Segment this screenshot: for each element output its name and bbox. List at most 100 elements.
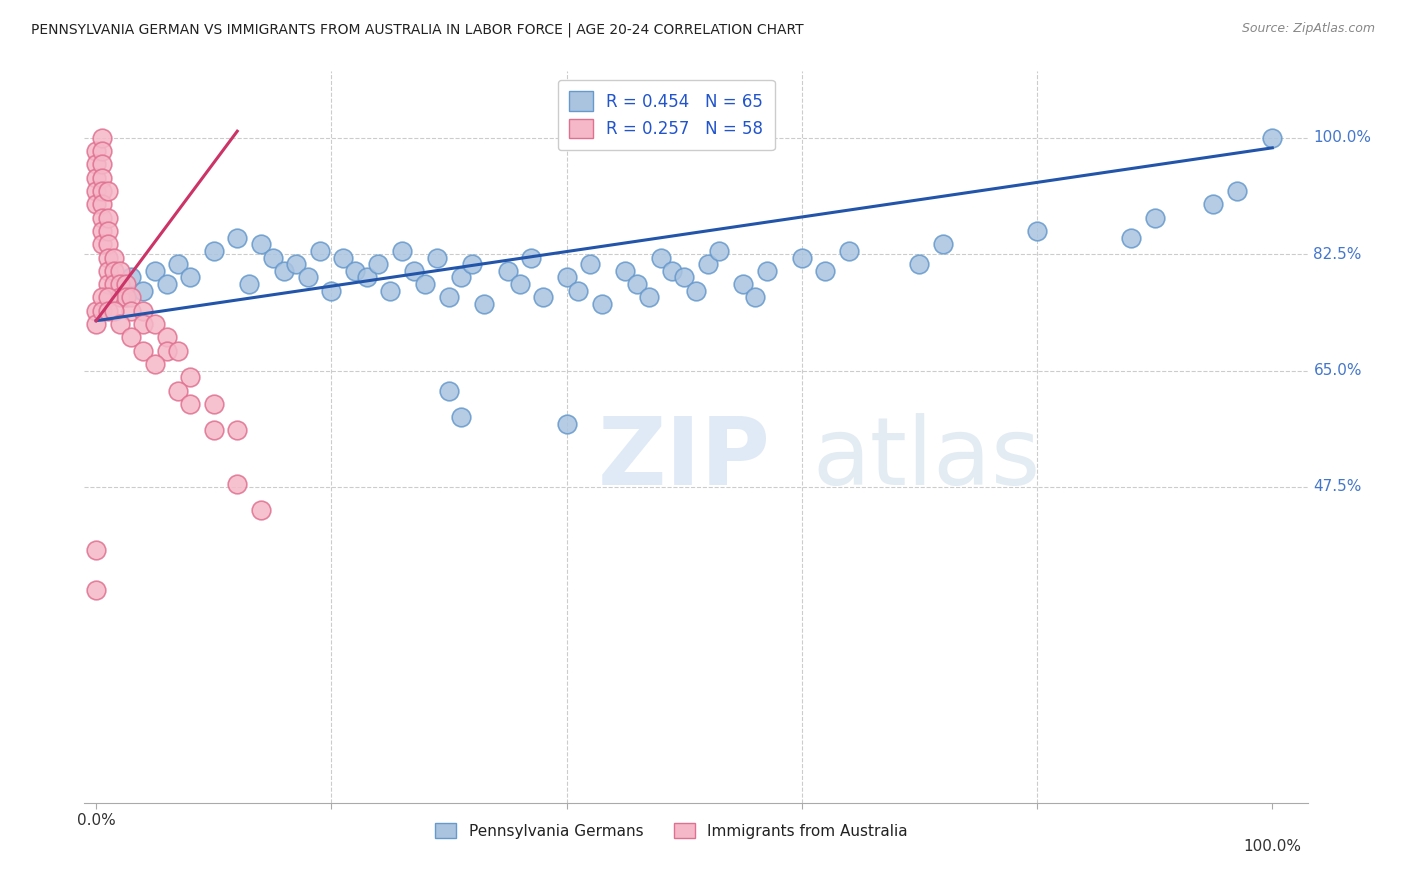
Point [696,257,718,271]
Point [84,582,107,597]
Point [1226,184,1249,198]
Point [450,410,472,425]
Point [91,211,114,225]
Text: 65.0%: 65.0% [1313,363,1362,378]
Text: 100.0%: 100.0% [1243,839,1302,855]
Point [437,290,460,304]
Point [179,370,201,384]
Point [932,237,955,252]
Point [814,264,837,278]
Point [103,264,125,278]
Point [84,303,107,318]
Point [132,303,155,318]
Text: 100.0%: 100.0% [1313,130,1371,145]
Point [838,244,860,258]
Point [132,317,155,331]
Point [91,144,114,158]
Text: atlas: atlas [813,413,1040,505]
Point [638,290,661,304]
Point [567,284,589,298]
Point [1261,131,1284,145]
Point [908,257,931,271]
Point [709,244,731,258]
Point [114,277,136,292]
Point [108,277,131,292]
Point [84,157,107,171]
Point [249,237,271,252]
Point [108,264,131,278]
Point [156,277,179,292]
Point [84,543,107,558]
Point [1121,230,1143,244]
Point [120,290,142,304]
Point [496,264,519,278]
Text: PENNSYLVANIA GERMAN VS IMMIGRANTS FROM AUSTRALIA IN LABOR FORCE | AGE 20-24 CORR: PENNSYLVANIA GERMAN VS IMMIGRANTS FROM A… [31,22,804,37]
Point [415,277,437,292]
Point [249,503,271,517]
Point [202,244,225,258]
Point [91,303,114,318]
Point [426,251,449,265]
Point [97,237,120,252]
Legend: Pennsylvania Germans, Immigrants from Australia: Pennsylvania Germans, Immigrants from Au… [427,815,915,847]
Point [226,230,249,244]
Point [356,270,378,285]
Point [91,157,114,171]
Point [108,290,131,304]
Point [343,264,366,278]
Point [120,330,142,344]
Point [179,397,201,411]
Point [520,251,543,265]
Point [120,270,142,285]
Point [103,251,125,265]
Point [103,303,125,318]
Point [531,290,554,304]
Point [238,277,260,292]
Point [262,251,284,265]
Point [91,224,114,238]
Point [120,303,142,318]
Point [103,277,125,292]
Point [202,397,225,411]
Point [472,297,495,311]
Text: ZIP: ZIP [598,413,770,505]
Point [790,251,813,265]
Point [156,343,179,358]
Point [97,211,120,225]
Point [509,277,531,292]
Point [97,290,120,304]
Point [143,317,166,331]
Text: 82.5%: 82.5% [1313,247,1362,261]
Point [273,264,295,278]
Point [673,270,696,285]
Point [555,417,578,431]
Point [555,270,578,285]
Point [84,184,107,198]
Point [744,290,766,304]
Point [380,284,402,298]
Point [1202,197,1225,211]
Point [321,284,343,298]
Point [591,297,613,311]
Point [97,264,120,278]
Point [91,131,114,145]
Point [1026,224,1049,238]
Point [156,330,179,344]
Point [97,277,120,292]
Point [661,264,683,278]
Point [91,170,114,185]
Point [132,284,155,298]
Point [1143,211,1166,225]
Point [114,290,136,304]
Point [167,384,190,398]
Point [579,257,602,271]
Point [367,257,389,271]
Point [84,317,107,331]
Point [84,170,107,185]
Point [626,277,648,292]
Point [97,224,120,238]
Point [755,264,778,278]
Point [97,303,120,318]
Point [685,284,707,298]
Point [332,251,354,265]
